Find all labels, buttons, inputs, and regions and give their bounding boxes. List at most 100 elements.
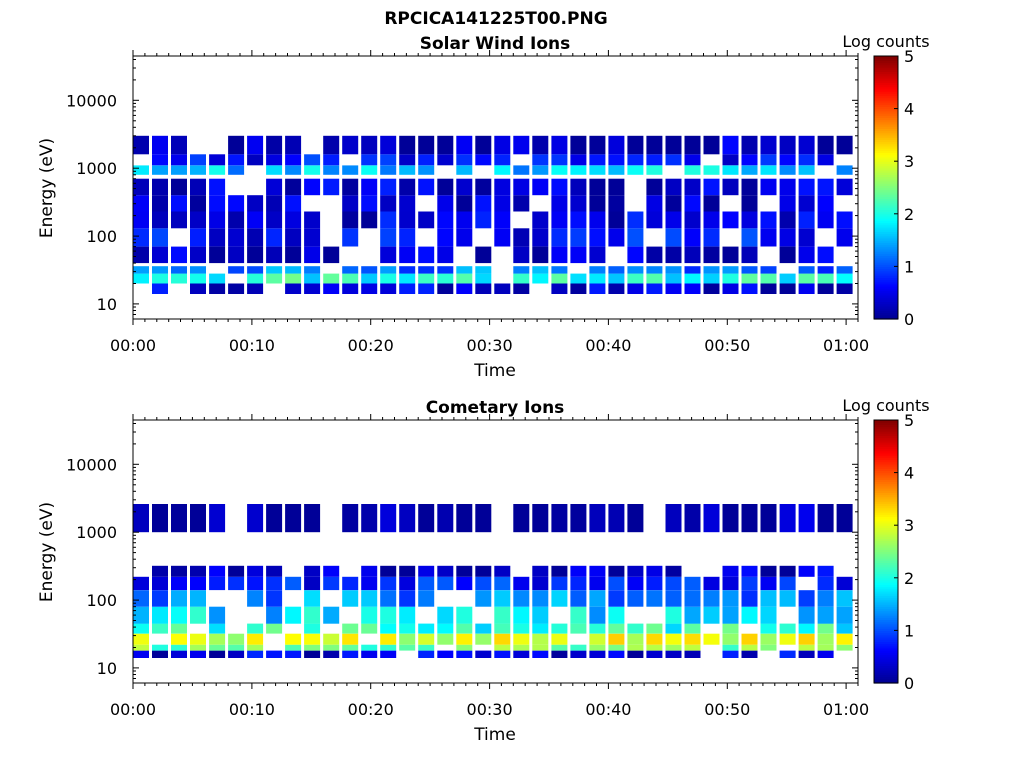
heatmap-cell	[551, 165, 568, 175]
heatmap-cell	[342, 165, 359, 175]
heatmap-cell	[228, 165, 245, 175]
heatmap-cell	[551, 576, 568, 591]
heatmap-cell	[836, 644, 853, 651]
heatmap-cell	[665, 650, 682, 658]
heatmap-cell	[570, 283, 587, 294]
colorbar-segment	[874, 244, 898, 248]
heatmap-cell	[684, 504, 701, 533]
heatmap-cell	[836, 211, 853, 229]
heatmap-cell	[570, 246, 587, 264]
colorbar-segment	[874, 494, 898, 498]
y-tick-label: 10	[97, 295, 117, 314]
colorbar-segment	[874, 154, 898, 158]
heatmap-cell	[665, 228, 682, 247]
heatmap-cell	[190, 606, 206, 624]
heatmap-cell	[456, 135, 473, 155]
colorbar-segment	[874, 110, 898, 114]
heatmap-cell	[513, 633, 530, 645]
heatmap-cell	[836, 633, 853, 645]
heatmap-cell	[228, 576, 245, 591]
heatmap-cell	[494, 565, 511, 577]
heatmap-cell	[228, 154, 245, 166]
heatmap-cell	[684, 165, 701, 175]
heatmap-cell	[760, 590, 777, 607]
heatmap-cell	[798, 135, 815, 155]
heatmap-cell	[722, 644, 739, 651]
heatmap-cell	[304, 633, 321, 645]
colorbar-segment	[874, 299, 898, 303]
heatmap-cell	[361, 195, 378, 212]
colorbar-segment	[874, 185, 898, 189]
heatmap-cells	[133, 135, 853, 294]
heatmap-cell	[133, 650, 149, 658]
heatmap-cell	[513, 266, 530, 274]
heatmap-cell	[190, 576, 206, 591]
heatmap-cell	[437, 266, 454, 274]
heatmap-cell	[570, 590, 587, 607]
colorbar-segment	[874, 139, 898, 143]
heatmap-cell	[418, 154, 435, 166]
colorbar-segment	[874, 516, 898, 520]
heatmap-cell	[475, 576, 492, 591]
heatmap-cell	[361, 606, 378, 624]
heatmap-cell	[418, 644, 435, 651]
heatmap-cell	[589, 135, 606, 155]
heatmap-cell	[418, 266, 435, 274]
heatmap-cell	[456, 195, 473, 212]
heatmap-cell	[589, 165, 606, 175]
heatmap-cell	[380, 266, 397, 274]
heatmap-cell	[760, 504, 777, 533]
heatmap-cell	[323, 246, 340, 264]
heatmap-cell	[266, 211, 283, 229]
heatmap-cell	[798, 283, 815, 294]
heatmap-cell	[703, 273, 720, 284]
heatmap-cell	[228, 644, 245, 651]
heatmap-cell	[570, 178, 587, 196]
heatmap-cell	[380, 246, 397, 264]
heatmap-cell	[741, 154, 758, 166]
heatmap-cell	[494, 650, 511, 658]
colorbar-segment	[874, 246, 898, 250]
heatmap-cell	[836, 135, 853, 155]
heatmap-cell	[741, 650, 758, 658]
heatmap-cell	[361, 504, 378, 533]
heatmap-cell	[228, 650, 245, 658]
colorbar-segment	[874, 248, 898, 252]
colorbar-segment	[874, 472, 898, 476]
heatmap-cell	[532, 576, 549, 591]
heatmap-cell	[551, 195, 568, 212]
heatmap-cell	[190, 565, 206, 577]
heatmap-cell	[399, 195, 416, 212]
colorbar-segment	[874, 259, 898, 263]
colorbar-segment	[874, 562, 898, 566]
x-tick-label: 00:40	[585, 336, 631, 355]
colorbar: 0 1 2 3 4 5	[873, 411, 914, 693]
heatmap-cell	[475, 633, 492, 645]
heatmap-cell	[532, 165, 549, 175]
heatmap-cell	[418, 211, 435, 229]
colorbar-segment	[874, 264, 898, 267]
colorbar-segment	[874, 582, 898, 585]
heatmap-cell	[323, 135, 340, 155]
heatmap-cell	[342, 273, 359, 284]
heatmap-cell	[684, 650, 701, 658]
colorbar-segment	[874, 163, 898, 167]
y-tick-label: 100	[86, 591, 117, 610]
colorbar-tick-label: 1	[904, 621, 914, 640]
x-tick-label: 01:00	[823, 700, 869, 719]
heatmap-cell	[494, 644, 511, 651]
colorbar-segment	[874, 481, 898, 485]
heatmap-cell	[627, 246, 644, 264]
heatmap-cell	[171, 576, 187, 591]
heatmap-cell	[551, 178, 568, 196]
heatmap-cell	[532, 246, 549, 264]
heatmap-cell	[190, 633, 206, 645]
colorbar-segment	[874, 669, 898, 673]
heatmap-cell	[703, 211, 720, 229]
heatmap-cell	[722, 623, 739, 634]
heatmap-cell	[209, 283, 226, 294]
heatmap-cell	[589, 228, 606, 247]
heatmap-cell	[513, 283, 530, 294]
colorbar-segment	[874, 643, 898, 647]
heatmap-cell	[190, 165, 206, 175]
